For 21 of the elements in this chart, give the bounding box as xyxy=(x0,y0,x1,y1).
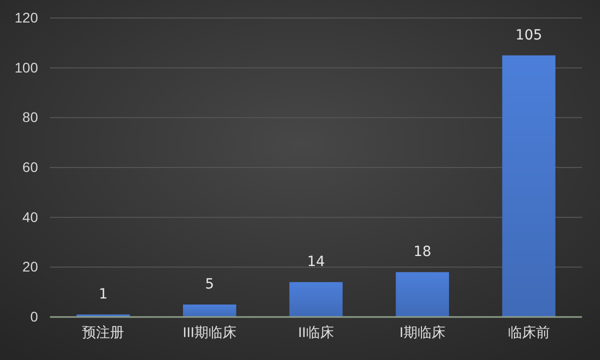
data-label: 1 xyxy=(98,286,108,303)
x-tick-label: III期临床 xyxy=(182,324,236,340)
bar xyxy=(183,304,236,317)
bar xyxy=(396,272,449,317)
x-tick-label: 预注册 xyxy=(82,324,124,340)
y-tick-label: 60 xyxy=(22,158,38,175)
y-tick-label: 40 xyxy=(22,208,38,225)
y-tick-label: 100 xyxy=(14,59,38,76)
x-tick-label: I期临床 xyxy=(399,324,446,340)
y-tick-label: 0 xyxy=(30,308,38,324)
y-tick-label: 120 xyxy=(14,9,38,26)
bar xyxy=(502,55,556,317)
y-tick-label: 80 xyxy=(22,109,38,126)
x-tick-label: II临床 xyxy=(298,324,334,340)
bar xyxy=(289,282,343,317)
y-tick-label: 20 xyxy=(22,258,38,275)
x-tick-label: 临床前 xyxy=(508,324,550,340)
data-label: 14 xyxy=(307,254,325,270)
data-label: 105 xyxy=(515,27,542,44)
data-label: 5 xyxy=(205,276,214,293)
data-label: 18 xyxy=(413,244,432,260)
